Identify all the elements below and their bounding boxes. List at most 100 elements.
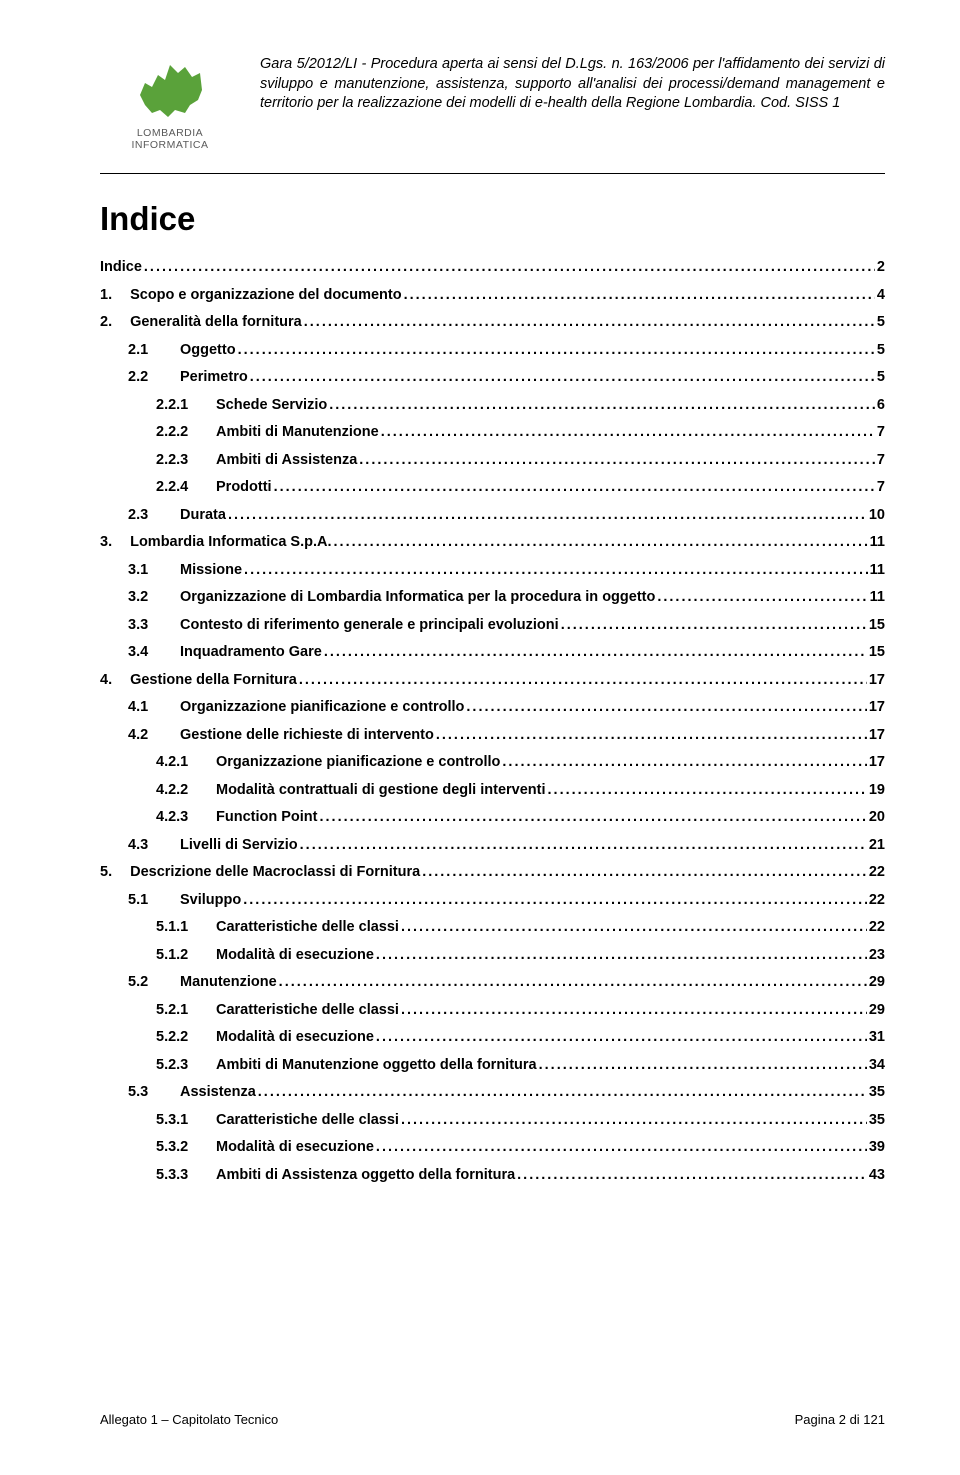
toc-entry[interactable]: 2.2.1Schede Servizio6 [156,398,885,413]
toc-page-number: 31 [867,1030,885,1045]
toc-leader-dots [226,508,867,523]
toc-entry[interactable]: 5.2.3Ambiti di Manutenzione oggetto dell… [156,1058,885,1073]
toc-entry[interactable]: 2.1Oggetto5 [128,343,885,358]
toc-entry[interactable]: 4.2.3Function Point20 [156,810,885,825]
toc-entry[interactable]: 5.2Manutenzione29 [128,975,885,990]
toc-entry[interactable]: 2.2.4Prodotti7 [156,480,885,495]
toc-page-number: 5 [875,315,885,330]
toc-label: Missione [180,563,242,578]
toc-page-number: 2 [875,260,885,275]
toc-entry[interactable]: Indice2 [100,260,885,275]
toc-label: Gestione delle richieste di intervento [180,728,434,743]
toc-entry[interactable]: 3.4Inquadramento Gare15 [128,645,885,660]
toc-label: Scopo e organizzazione del documento [130,288,402,303]
toc-number: 5.1 [128,893,180,908]
logo: LOMBARDIA INFORMATICA [100,55,240,151]
toc-entry[interactable]: 5.3Assistenza35 [128,1085,885,1100]
lombardia-logo-icon [130,55,210,125]
toc-leader-dots [399,920,867,935]
toc-label: Modalità di esecuzione [216,948,374,963]
toc-entry[interactable]: 2.2.3Ambiti di Assistenza7 [156,453,885,468]
toc-entry[interactable]: 2.2.2Ambiti di Manutenzione 7 [156,425,885,440]
toc-page-number: 29 [867,975,885,990]
header-description: Gara 5/2012/LI - Procedura aperta ai sen… [260,55,885,114]
toc-leader-dots [374,1030,867,1045]
toc-page-number: 11 [868,535,885,550]
toc-leader-dots [434,728,867,743]
toc-page-number: 35 [867,1113,885,1128]
toc-label: Organizzazione pianificazione e controll… [180,700,464,715]
toc-page-number: 23 [867,948,885,963]
toc-entry[interactable]: 4.1Organizzazione pianificazione e contr… [128,700,885,715]
toc-entry[interactable]: 3.2Organizzazione di Lombardia Informati… [128,590,885,605]
page-header: LOMBARDIA INFORMATICA Gara 5/2012/LI - P… [100,55,885,151]
header-divider [100,173,885,174]
toc-label: Caratteristiche delle classi [216,1113,399,1128]
toc-page-number: 20 [867,810,885,825]
toc-page-number: 7 [875,425,885,440]
toc-entry[interactable]: 5.2.1Caratteristiche delle classi29 [156,1003,885,1018]
toc-leader-dots [399,1003,867,1018]
toc-label: Contesto di riferimento generale e princ… [180,618,559,633]
toc-label: Generalità della fornitura [130,315,302,330]
toc-entry[interactable]: 4.Gestione della Fornitura17 [100,673,885,688]
toc-leader-dots [302,315,875,330]
toc-number: 2.2.2 [156,425,216,440]
toc-entry[interactable]: 5.3.2Modalità di esecuzione39 [156,1140,885,1155]
toc-label: Manutenzione [180,975,277,990]
toc-entry[interactable]: 5.1.1Caratteristiche delle classi22 [156,920,885,935]
toc-leader-dots [332,535,868,550]
toc-leader-dots [537,1058,867,1073]
toc-number: 4.1 [128,700,180,715]
toc-number: 4.2.1 [156,755,216,770]
toc-entry[interactable]: 4.2.1Organizzazione pianificazione e con… [156,755,885,770]
toc-leader-dots [464,700,866,715]
toc-page-number: 29 [867,1003,885,1018]
toc-leader-dots [655,590,867,605]
toc-page-number: 34 [867,1058,885,1073]
toc-entry[interactable]: 5.1.2Modalità di esecuzione23 [156,948,885,963]
toc-entry[interactable]: 4.2.2Modalità contrattuali di gestione d… [156,783,885,798]
toc-entry[interactable]: 3.Lombardia Informatica S.p.A.11 [100,535,885,550]
toc-page-number: 22 [867,865,885,880]
toc-leader-dots [236,343,875,358]
toc-leader-dots [399,1113,867,1128]
toc-entry[interactable]: 2.2Perimetro5 [128,370,885,385]
toc-page-number: 15 [867,645,885,660]
toc-leader-dots [500,755,866,770]
toc-entry[interactable]: 5.Descrizione delle Macroclassi di Forni… [100,865,885,880]
toc-page-number: 17 [867,728,885,743]
toc-entry[interactable]: 1.Scopo e organizzazione del documento4 [100,288,885,303]
toc-entry[interactable]: 4.2Gestione delle richieste di intervent… [128,728,885,743]
toc-number: 5.3.3 [156,1168,216,1183]
toc-number: 2.3 [128,508,180,523]
toc-label: Ambiti di Manutenzione [216,425,379,440]
toc-entry[interactable]: 5.3.3Ambiti di Assistenza oggetto della … [156,1168,885,1183]
toc-leader-dots [374,1140,867,1155]
toc-page-number: 11 [868,590,885,605]
toc-entry[interactable]: 5.3.1Caratteristiche delle classi 35 [156,1113,885,1128]
toc-leader-dots [317,810,866,825]
toc-entry[interactable]: 2.3Durata10 [128,508,885,523]
toc-entry[interactable]: 5.1Sviluppo22 [128,893,885,908]
toc-entry[interactable]: 2.Generalità della fornitura5 [100,315,885,330]
toc-number: 3.1 [128,563,180,578]
toc-label: Organizzazione pianificazione e controll… [216,755,500,770]
toc-number: 5.3.1 [156,1113,216,1128]
toc-label: Modalità contrattuali di gestione degli … [216,783,546,798]
toc-number: 4.2.3 [156,810,216,825]
toc-entry[interactable]: 4.3Livelli di Servizio21 [128,838,885,853]
footer-right: Pagina 2 di 121 [795,1412,885,1427]
toc-number: 5.2.3 [156,1058,216,1073]
toc-page-number: 4 [875,288,885,303]
toc-leader-dots [515,1168,867,1183]
toc-label: Perimetro [180,370,248,385]
toc-leader-dots [420,865,867,880]
toc-entry[interactable]: 5.2.2Modalità di esecuzione31 [156,1030,885,1045]
toc-leader-dots [297,673,867,688]
toc-page-number: 22 [867,893,885,908]
toc-leader-dots [379,425,875,440]
toc-entry[interactable]: 3.3Contesto di riferimento generale e pr… [128,618,885,633]
toc-entry[interactable]: 3.1Missione11 [128,563,885,578]
toc-label: Modalità di esecuzione [216,1030,374,1045]
